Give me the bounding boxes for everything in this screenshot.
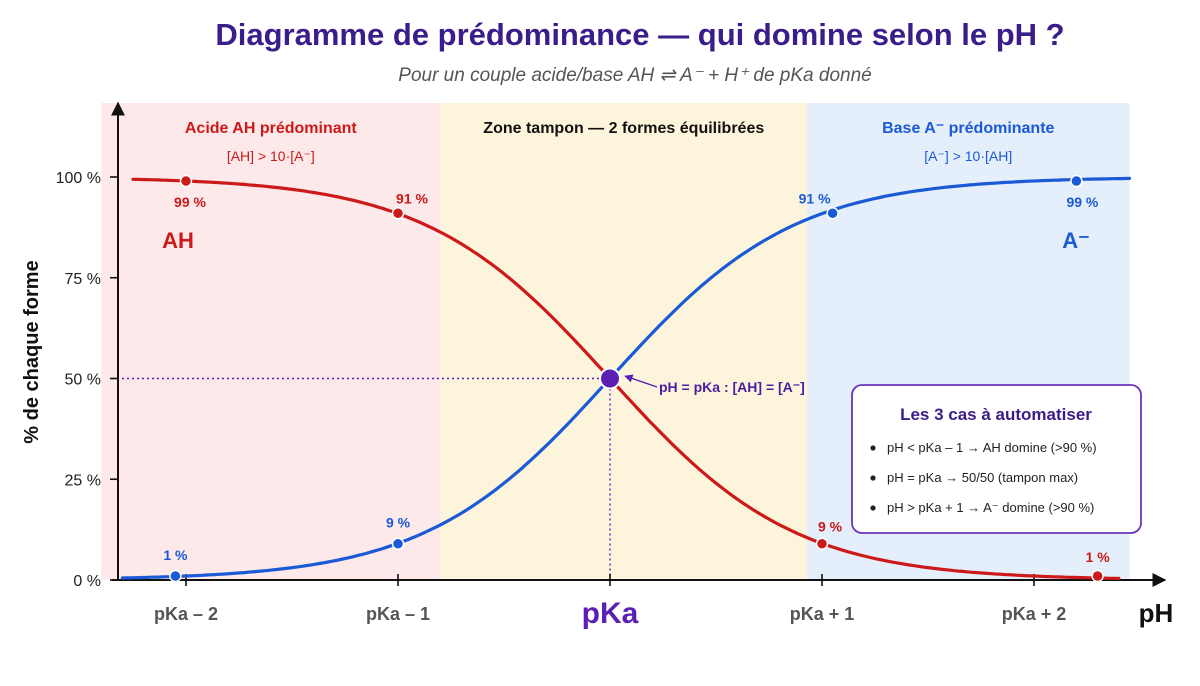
data-point	[815, 537, 829, 550]
region-2	[440, 103, 808, 580]
data-point	[391, 207, 405, 220]
x-axis-label: pH	[1139, 598, 1174, 628]
equivalence-label: pH = pKa : [AH] = [A⁻]	[659, 379, 805, 395]
chart-subtitle: Pour un couple acide/base AH ⇌ A⁻ + H⁺ d…	[398, 65, 871, 86]
equivalence-point	[599, 367, 621, 390]
data-point	[169, 569, 182, 583]
data-point	[1091, 569, 1104, 583]
x-tick-label: pKa – 1	[366, 604, 430, 624]
region-title-3: Base A⁻ prédominante	[882, 120, 1054, 137]
axes: 0 % 25 % 50 % 75 % 100 % pKa – 2 pKa – 1 pKa pKa…	[56, 101, 1167, 630]
chart-title: Diagramme de prédominance — qui domine s…	[215, 17, 1064, 52]
data-label: 91 %	[396, 190, 428, 206]
data-label: 99 %	[174, 194, 206, 210]
series-layer: 99 % 91 % 9 % 1 % AH 1 % 9 % 91 % 99 % A⁻	[120, 174, 1131, 583]
series-name: A⁻	[1062, 228, 1090, 253]
legend-frame	[851, 384, 1142, 534]
data-point	[179, 174, 193, 188]
legend-bullet	[870, 505, 876, 511]
legend-title: Les 3 cas à automatiser	[900, 405, 1092, 424]
y-axis-label: % de chaque forme	[21, 260, 43, 443]
region-title-1: Acide AH prédominant	[185, 120, 358, 137]
y-tick-label: 50 %	[65, 372, 101, 389]
legend-box: Les 3 cas à automatiser pH < pKa – 1 → A…	[851, 384, 1142, 534]
annotations: pH = pKa : [AH] = [A⁻]	[599, 367, 805, 395]
data-label: 1 %	[1086, 549, 1111, 565]
region-title-2: Zone tampon — 2 formes équilibrées	[483, 120, 764, 137]
data-label: 91 %	[799, 190, 831, 206]
series-line-ah	[131, 177, 1121, 580]
y-tick-label: 0 %	[73, 573, 101, 590]
equivalence-arrow	[624, 374, 658, 388]
data-label: 1 %	[163, 547, 188, 563]
data-label: 9 %	[818, 519, 843, 535]
data-point	[826, 207, 839, 220]
data-point	[1070, 174, 1083, 188]
series-name: AH	[162, 228, 194, 253]
region-subtitle-3: [A⁻] > 10·[AH]	[924, 148, 1012, 164]
legend-item: pH = pKa → 50/50 (tampon max)	[887, 470, 1078, 485]
x-tick-label: pKa + 2	[1002, 604, 1067, 624]
x-tick-label: pKa	[582, 597, 639, 630]
legend-item: pH < pKa – 1 → AH domine (>90 %)	[887, 440, 1097, 455]
equivalence-guides	[112, 377, 611, 580]
x-tick-label: pKa + 1	[790, 604, 855, 624]
region-subtitle-1: [AH] > 10·[A⁻]	[227, 148, 315, 164]
data-label: 9 %	[386, 515, 411, 531]
x-tick-label: pKa – 2	[154, 604, 218, 624]
data-point	[391, 537, 405, 550]
legend-item: pH > pKa + 1 → A⁻ domine (>90 %)	[887, 500, 1094, 515]
legend-items: pH < pKa – 1 → AH domine (>90 %) pH = pKa…	[870, 440, 1097, 515]
series-line-a-minus	[120, 176, 1131, 580]
legend-bullet	[870, 475, 876, 481]
y-tick-label: 75 %	[65, 271, 101, 288]
legend-bullet	[870, 445, 876, 451]
region-1	[101, 103, 441, 580]
y-tick-label: 25 %	[65, 472, 101, 489]
data-label: 99 %	[1066, 194, 1098, 210]
y-tick-label: 100 %	[56, 170, 101, 187]
